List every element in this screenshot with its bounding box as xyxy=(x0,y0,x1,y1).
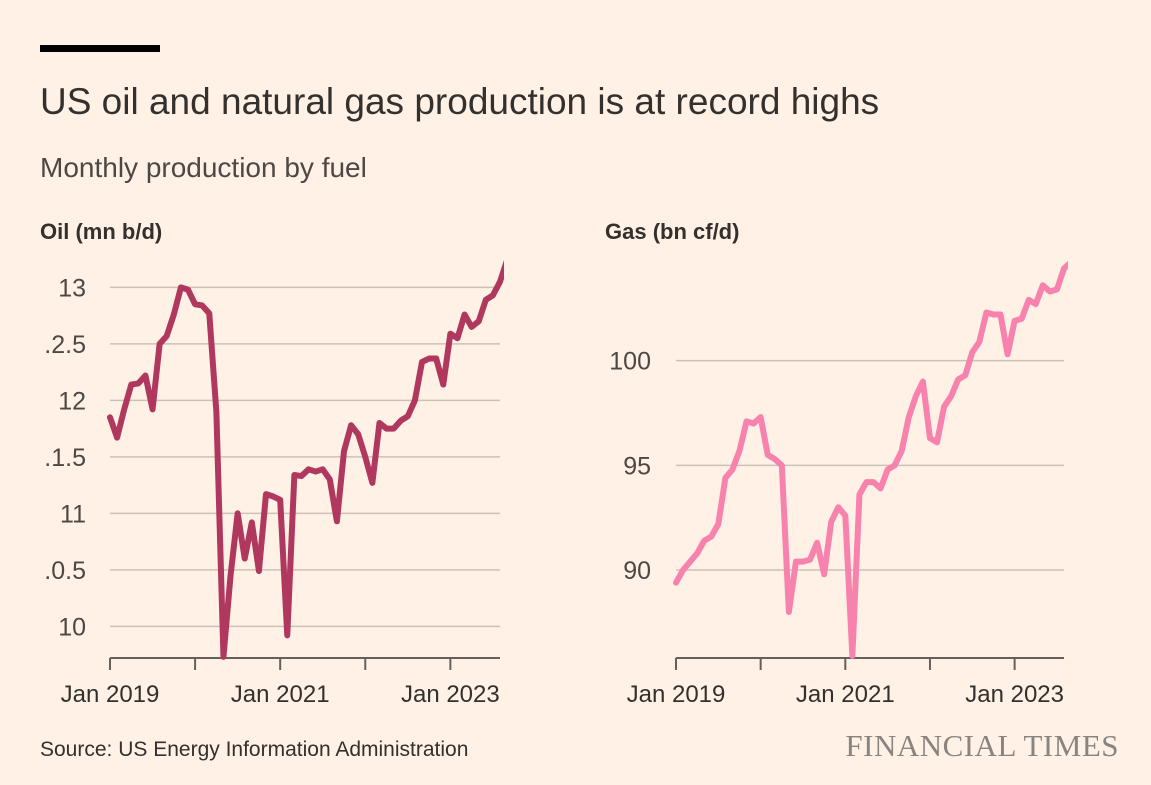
gas-series-line xyxy=(673,260,1068,659)
chart-subtitle: Monthly production by fuel xyxy=(40,152,367,183)
gas-xtick-label: Jan 2021 xyxy=(796,681,895,708)
oil-series-line xyxy=(107,260,504,660)
source-note: Source: US Energy Information Administra… xyxy=(40,738,469,761)
gas-panel: Gas (bn cf/d) 90 95 100 Jan 2019 Jan 2021 Jan … xyxy=(605,219,1068,708)
oil-ytick-label: .2.5 xyxy=(44,331,86,359)
brand-wordmark: FINANCIAL TIMES xyxy=(845,728,1119,763)
oil-xtick-label: Jan 2019 xyxy=(61,681,160,708)
gas-xtick-label: Jan 2019 xyxy=(627,681,726,708)
gas-ytick-label: 100 xyxy=(609,348,651,376)
oil-ytick-label: 13 xyxy=(58,274,86,302)
oil-panel-label: Oil (mn b/d) xyxy=(40,219,162,244)
chart-title: US oil and natural gas production is at … xyxy=(40,81,880,122)
gas-xtick-label: Jan 2023 xyxy=(965,681,1064,708)
oil-ytick-label: .1.5 xyxy=(44,444,86,472)
gas-panel-label: Gas (bn cf/d) xyxy=(605,219,739,244)
title-accent-bar xyxy=(40,45,160,52)
oil-ytick-label: 10 xyxy=(58,613,86,641)
oil-panel: Oil (mn b/d) 10 .0.5 11 .1.5 12 .2.5 13 Jan 2019… xyxy=(40,219,504,708)
oil-ytick-label: 11 xyxy=(60,500,86,528)
oil-xtick-label: Jan 2023 xyxy=(401,681,500,708)
oil-ytick-label: .0.5 xyxy=(44,557,86,585)
gas-ytick-label: 90 xyxy=(623,557,651,585)
oil-xtick-label: Jan 2021 xyxy=(231,681,330,708)
oil-ytick-label: 12 xyxy=(58,387,86,415)
gas-ytick-label: 95 xyxy=(623,452,651,480)
